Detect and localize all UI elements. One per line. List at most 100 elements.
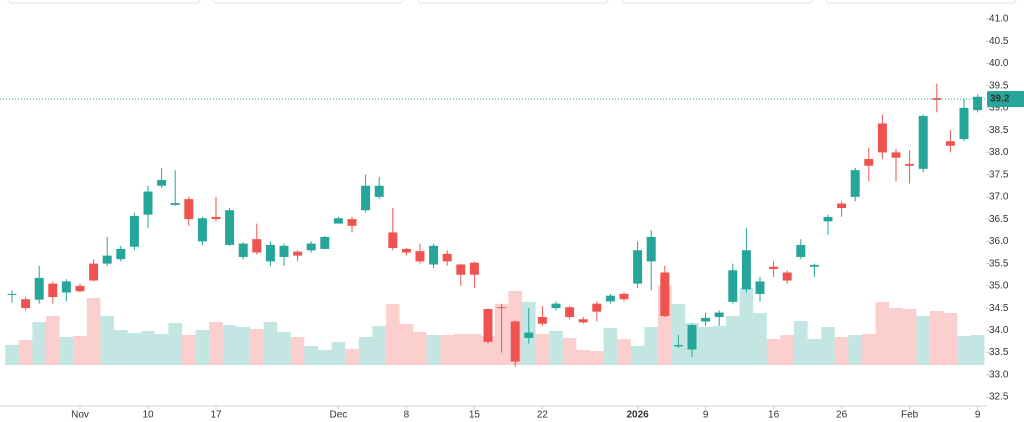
volume-bar [467,334,482,365]
x-tick-label: 16 [768,410,780,421]
y-tick-label: 35.5 [989,258,1009,269]
volume-bar [481,336,495,365]
candle-body [673,345,683,347]
volume-bar [426,335,441,365]
volume-bar [794,321,808,365]
volume-bar [562,338,577,365]
candle-body [959,107,969,140]
candle-body [61,281,71,293]
candle-body [687,325,697,350]
candle-body [605,295,615,302]
volume-bar [549,331,563,365]
candle-body [537,317,547,324]
candle-body [918,115,928,169]
volume-bar [5,345,19,365]
x-tick-label: 9 [975,410,981,421]
x-tick-label: 17 [210,410,222,421]
y-tick-label: 36.5 [989,214,1009,225]
candle-body [524,332,534,338]
candle-body [374,185,384,197]
volume-bar [454,334,468,365]
candle-body [510,321,520,362]
volume-bar [862,334,876,365]
toolbar [7,0,1017,4]
volume-bar [236,327,250,365]
candle-body [225,210,235,245]
candle-body [279,245,289,257]
volume-bar [590,351,604,365]
candle-body [864,159,874,166]
candle-body [401,248,411,253]
candle-body [265,244,275,262]
last-price-badge [987,90,1024,107]
volume-bar [644,327,658,365]
toolbar-button[interactable] [7,0,201,4]
volume-bar [318,350,332,365]
y-tick-label: 34.5 [989,303,1009,314]
x-tick-label: Dec [330,410,348,421]
y-tick-label: 40.5 [989,36,1009,47]
candle-body [483,309,493,342]
candle-body [252,239,262,253]
candle-body [701,317,711,322]
volume-bar [821,327,835,365]
volume-bar [889,308,903,365]
volume-bar [875,302,890,365]
toolbar-button[interactable] [621,0,813,4]
volume-bar [114,330,128,365]
candle-body [293,251,303,256]
y-tick-label: 38.0 [989,147,1009,158]
last-price-label: 39.2 [990,94,1010,105]
toolbar-button[interactable] [825,0,1017,4]
volume-bar [386,304,400,365]
candle-body [891,152,901,158]
candle-body [619,293,629,300]
candle-body [429,245,439,265]
candle-body [184,199,194,220]
volume-bar [712,326,726,365]
x-tick-label: 26 [836,410,848,421]
volume-bar [916,316,930,365]
volume-bar [59,337,74,365]
volume-bar [930,311,944,365]
candle-body [714,312,724,318]
candle-body [633,250,643,284]
volume-bar [73,336,87,365]
volume-bar [834,337,849,365]
volume-bar [372,326,386,365]
volume-bar [780,335,794,365]
candle-body [850,170,860,197]
candle-body [782,272,792,281]
volume-bar [807,339,822,365]
candle-body [973,96,983,111]
volume-bar [277,332,291,365]
candle-body [306,243,316,251]
candle-body [769,266,779,269]
candle-body [456,264,466,275]
volume-bar [535,334,550,365]
volume-bar [630,346,645,365]
volume-bar [943,313,958,365]
volume-bar [617,339,631,365]
volume-bar [127,333,142,365]
volume-bar [753,313,767,365]
y-tick-label: 35.0 [989,281,1009,292]
y-tick-label: 36.0 [989,236,1009,247]
toolbar-button[interactable] [417,0,609,4]
candle-body [34,277,44,300]
candle-body [320,236,330,249]
candle-body [728,270,738,302]
volume-bar [345,349,359,365]
y-tick-label: 39.0 [989,103,1009,114]
candle-body [21,299,31,309]
toolbar-button[interactable] [212,0,404,4]
volume-bar [263,322,278,365]
volume-bar [182,335,196,365]
candle-body [129,216,139,247]
volume-bar [576,350,590,365]
candle-body [48,283,58,297]
volume-bar [86,298,101,365]
candle-body [157,179,167,186]
candle-body [755,281,765,294]
candle-body [75,285,85,292]
